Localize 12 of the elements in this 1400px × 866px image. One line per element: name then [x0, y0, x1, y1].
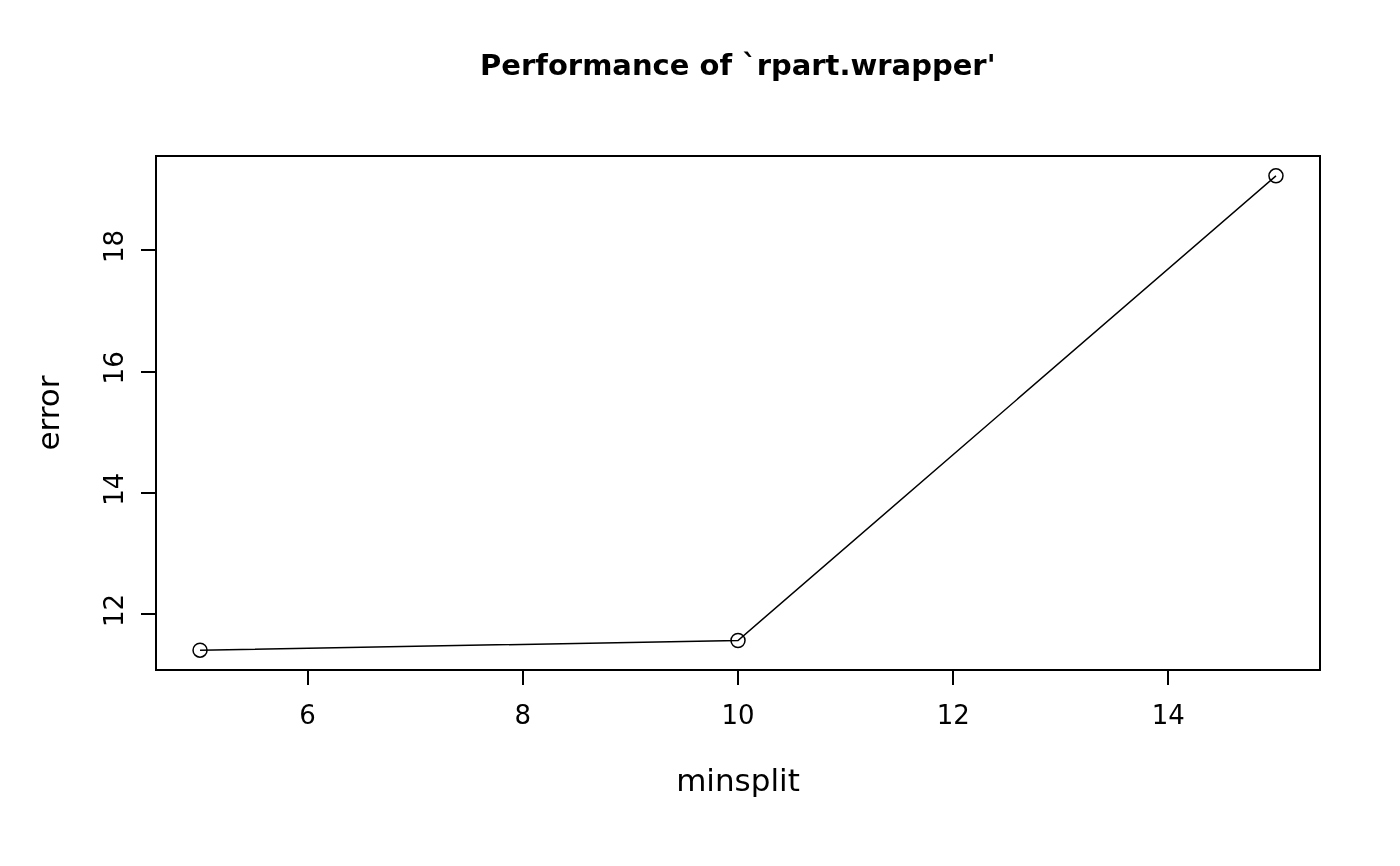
y-tick-label: 14 [98, 472, 129, 506]
x-tick-label: 12 [936, 699, 970, 730]
y-tick-label: 12 [98, 593, 129, 628]
chart-title: Performance of `rpart.wrapper' [480, 48, 996, 83]
x-tick-label: 6 [299, 699, 316, 730]
x-tick-label: 14 [1151, 699, 1185, 730]
x-tick-label: 8 [514, 699, 532, 730]
y-tick-label: 18 [98, 229, 129, 264]
x-tick-label: 10 [721, 699, 755, 730]
y-axis-title: error [30, 375, 66, 451]
y-tick-label: 16 [98, 351, 129, 385]
x-axis-title: minsplit [676, 761, 800, 798]
